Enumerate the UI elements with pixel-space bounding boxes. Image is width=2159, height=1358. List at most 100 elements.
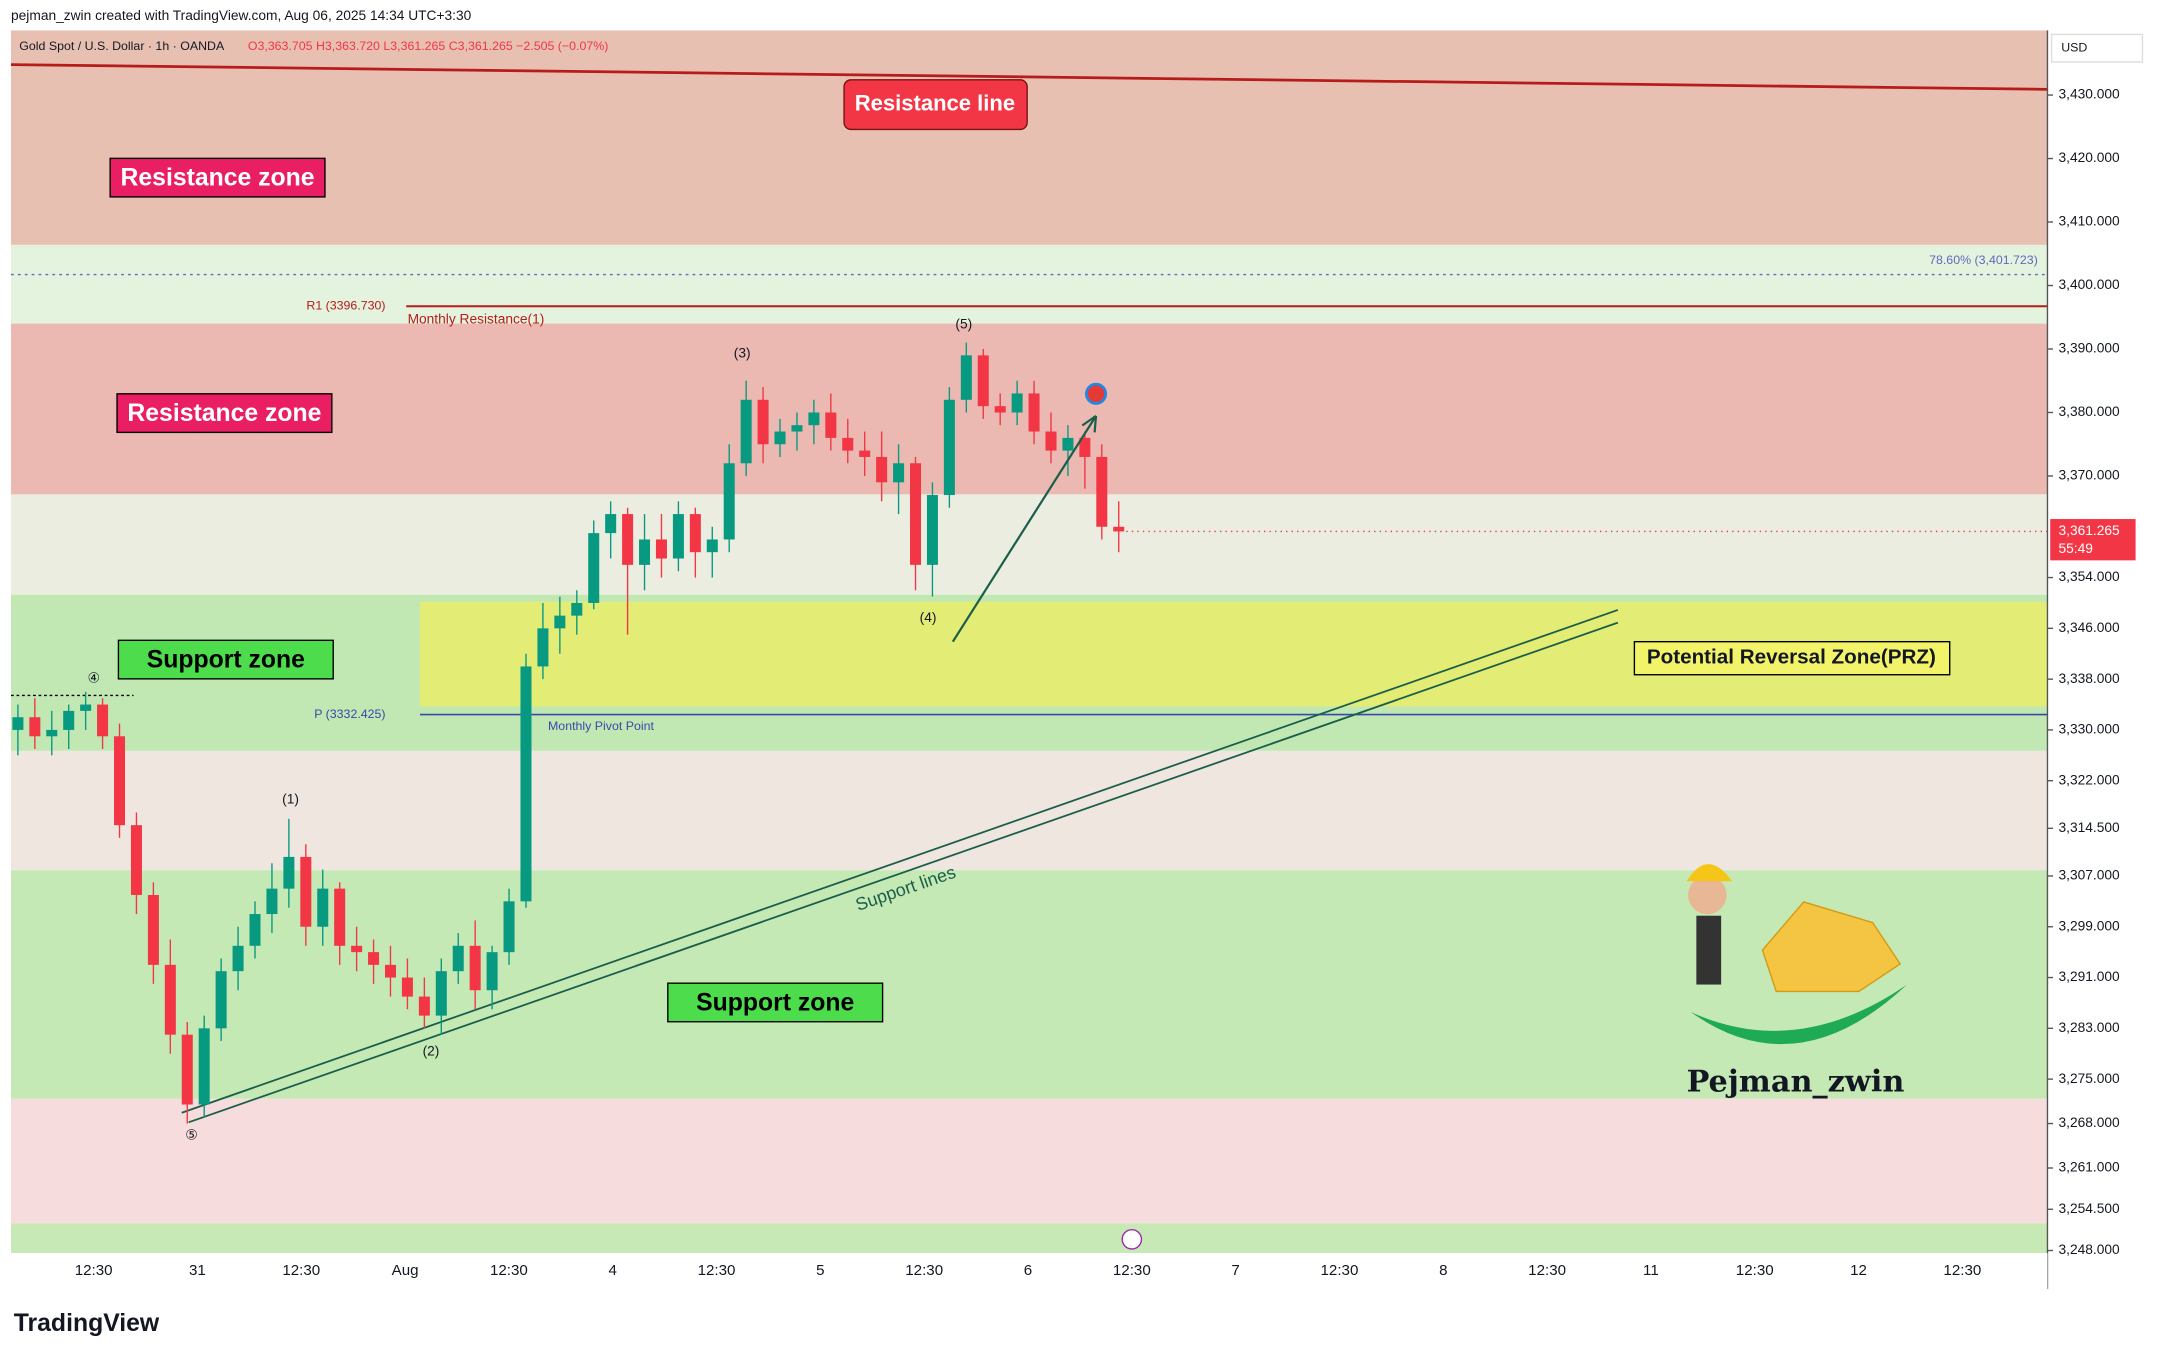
quote: O3,363.705 H3,363.720 L3,361.265 C3,361.…: [248, 39, 609, 53]
credit: pejman_zwin created with TradingView.com…: [11, 8, 472, 23]
zone-tag: [109, 157, 326, 198]
candle-body: [825, 412, 837, 438]
candle-body: [960, 355, 972, 400]
y-tick-label: 3,370.000: [2058, 468, 2120, 483]
candle-body: [1011, 393, 1023, 413]
last-price: 3,361.265: [2058, 523, 2120, 538]
wave-label: (2): [423, 1044, 440, 1059]
wave-label: (4): [920, 610, 937, 625]
y-tick-label: 3,400.000: [2058, 277, 2120, 292]
candle-body: [672, 514, 684, 559]
time-axis-bg: [0, 1253, 2048, 1289]
target-icon: [1085, 382, 1108, 405]
candle-body: [1062, 437, 1074, 451]
candle-body: [605, 514, 617, 534]
y-tick-label: 3,291.000: [2058, 969, 2120, 984]
x-tick-label: 12:30: [1736, 1262, 1774, 1279]
candle-body: [859, 450, 871, 457]
candle-body: [723, 463, 735, 540]
zone: [11, 494, 2048, 595]
candle-body: [469, 945, 481, 991]
y-tick-label: 3,322.000: [2058, 772, 2120, 787]
candle-body: [1079, 437, 1091, 457]
arrow-head: [1081, 414, 1098, 433]
y-tick-label: 3,314.500: [2058, 820, 2120, 835]
candle-body: [910, 463, 922, 565]
candle-body: [351, 945, 363, 953]
currency: USD: [2061, 40, 2087, 54]
candle-body: [181, 1034, 193, 1105]
r1-name: Monthly Resistance(1): [408, 312, 545, 327]
x-tick-label: 5: [816, 1262, 824, 1279]
candle-body: [198, 1028, 210, 1105]
candle-body: [80, 704, 92, 711]
zone-tag: [667, 982, 884, 1023]
pivot-name: Monthly Pivot Point: [548, 719, 654, 733]
y-tick-label: 3,254.500: [2058, 1201, 2120, 1216]
y-tick-label: 3,338.000: [2058, 671, 2120, 686]
y-tick-label: 3,261.000: [2058, 1160, 2120, 1175]
candle-body: [1028, 393, 1040, 432]
zone: [11, 750, 2048, 871]
x-tick-label: Aug: [392, 1262, 419, 1279]
y-tick-label: 3,380.000: [2058, 404, 2120, 419]
y-tick-label: 3,268.000: [2058, 1115, 2120, 1130]
x-tick-label: 12:30: [1943, 1262, 1981, 1279]
candle-body: [994, 406, 1006, 413]
candle-body: [384, 964, 397, 978]
candle-body: [418, 996, 430, 1016]
x-tick-label: 12:30: [1528, 1262, 1566, 1279]
y-tick-label: 3,346.000: [2058, 620, 2120, 635]
x-tick-label: 6: [1024, 1262, 1032, 1279]
zone-label: Support zone: [147, 647, 305, 674]
candle-body: [1096, 456, 1108, 527]
candle-body: [215, 971, 227, 1029]
candle-body: [943, 399, 955, 496]
last-price-tag: [2050, 519, 2136, 561]
candle-body: [876, 456, 888, 483]
y-tick-label: 3,330.000: [2058, 722, 2120, 737]
y-tick-label: 3,248.000: [2058, 1242, 2120, 1257]
candle-body: [842, 437, 854, 451]
candle-body: [63, 710, 75, 730]
resistance-line: [10, 63, 2048, 91]
candle-body: [147, 895, 159, 965]
candle-body: [588, 533, 600, 603]
pivot-label: P (3332.425): [314, 707, 385, 721]
price-axis-bg: [2047, 0, 2159, 1358]
y-tick-label: 3,299.000: [2058, 918, 2120, 933]
candle-body: [791, 425, 803, 432]
candle-body: [1045, 431, 1057, 451]
candle-body: [46, 729, 58, 737]
countdown: 55:49: [2058, 541, 2092, 556]
watermark: Pejman_zwin: [1687, 1065, 1905, 1100]
candle-body: [977, 355, 989, 407]
zone-tag: [117, 639, 334, 680]
mascot: [1686, 864, 1908, 1045]
wave-label: (1): [282, 792, 299, 807]
candle-body: [164, 964, 176, 1035]
candle-body: [97, 704, 109, 737]
candle-body: [1113, 526, 1125, 532]
candle-body: [622, 514, 634, 565]
candle-body: [435, 971, 447, 1016]
wave-label: ④: [87, 671, 99, 686]
fib-label: 78.60% (3,401.723): [1929, 253, 2038, 267]
zone-label: Resistance zone: [127, 400, 321, 427]
plot: 78.60% (3,401.723) R1 (3396.730) Monthly R…: [10, 63, 2048, 1143]
logo: TradingView: [14, 1310, 160, 1337]
x-tick-label: 12:30: [1113, 1262, 1151, 1279]
y-tick-label: 3,354.000: [2058, 569, 2120, 584]
candle-body: [486, 952, 498, 991]
y-tick-label: 3,410.000: [2058, 214, 2120, 229]
zones: [11, 30, 2048, 1254]
resistance-line-label: Resistance line: [855, 90, 1015, 115]
candle-body: [29, 717, 41, 737]
candle-body: [503, 901, 515, 953]
y-tick-label: 3,390.000: [2058, 341, 2120, 356]
candle-body: [368, 952, 380, 965]
candle-body: [774, 431, 786, 445]
x-tick-label: 12:30: [698, 1262, 736, 1279]
candle-body: [926, 495, 938, 565]
